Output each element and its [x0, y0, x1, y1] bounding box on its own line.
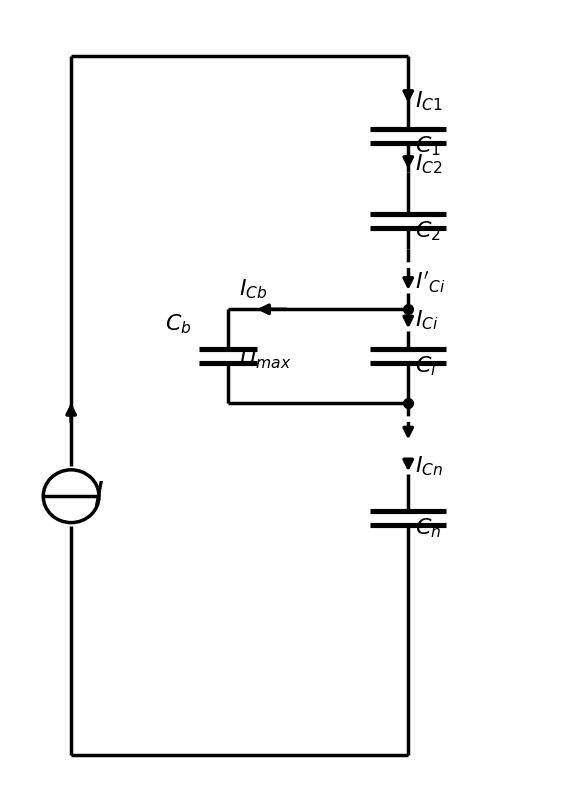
Text: $C_i$: $C_i$: [415, 354, 437, 378]
Text: $I_{Cn}$: $I_{Cn}$: [415, 454, 443, 478]
Text: $C_1$: $C_1$: [415, 134, 441, 158]
Text: $I$: $I$: [93, 480, 104, 513]
Text: $C_2$: $C_2$: [415, 219, 441, 243]
Text: $C_n$: $C_n$: [415, 516, 442, 540]
Text: $I_{C1}$: $I_{C1}$: [415, 90, 443, 114]
Text: $U_{max}$: $U_{max}$: [238, 347, 291, 370]
Text: $I_{Cb}$: $I_{Cb}$: [238, 277, 267, 301]
Text: $I_{C2}$: $I_{C2}$: [415, 153, 443, 177]
Text: $C_b$: $C_b$: [165, 312, 192, 336]
Text: $I'_{Ci}$: $I'_{Ci}$: [415, 270, 446, 295]
Text: $I_{Ci}$: $I_{Ci}$: [415, 309, 439, 332]
